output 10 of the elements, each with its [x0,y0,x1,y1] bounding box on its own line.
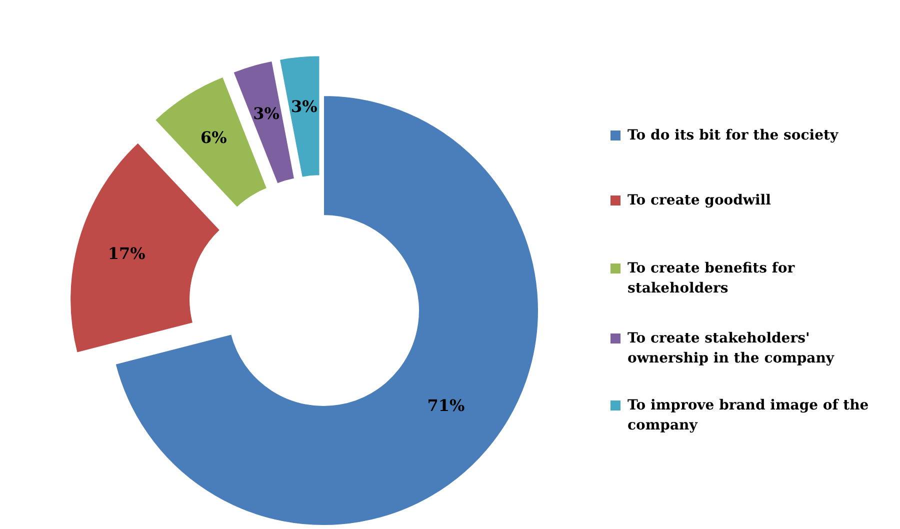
legend-label: To create stakeholders' ownership in the company [628,330,835,366]
legend-label: To create goodwill [628,192,771,208]
legend-label: To improve brand image of the company [628,398,869,434]
legend-label: To create benefits for stakeholders [628,260,796,296]
data-label: 71% [427,396,465,415]
data-label: 6% [200,128,227,147]
data-label: 3% [291,96,318,116]
data-label: 17% [108,244,146,263]
legend-label: To do its bit for the society [628,128,839,144]
data-label: 3% [253,104,280,124]
